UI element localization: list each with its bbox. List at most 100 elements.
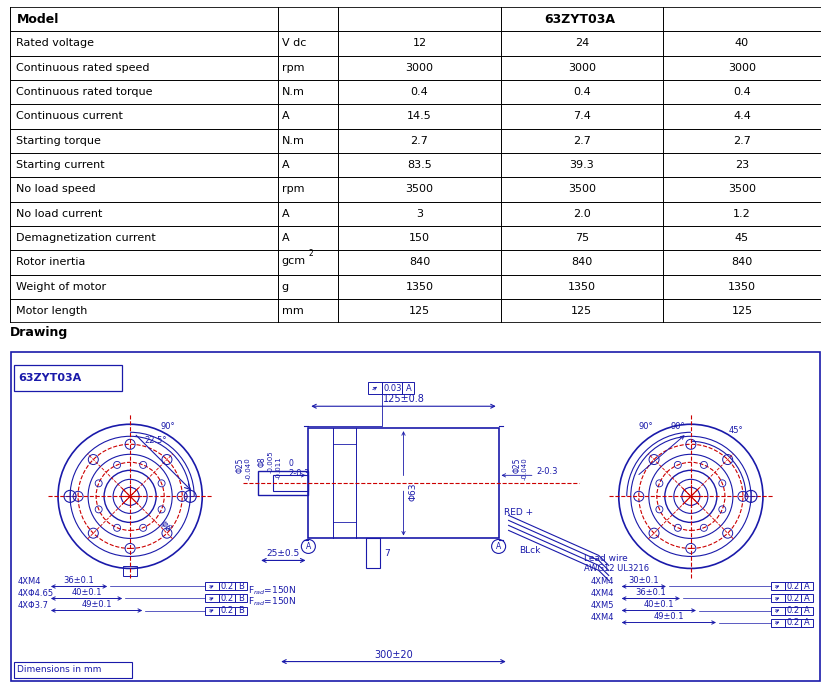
- Bar: [801, 619, 813, 626]
- Text: A: A: [306, 542, 311, 551]
- Text: Rated voltage: Rated voltage: [17, 38, 95, 49]
- Text: 150: 150: [409, 233, 430, 243]
- Text: 1350: 1350: [406, 281, 434, 292]
- Bar: [273, 475, 308, 491]
- Text: No load current: No load current: [17, 208, 103, 219]
- Text: 4XM4: 4XM4: [591, 577, 614, 586]
- Text: Starting current: Starting current: [17, 160, 105, 170]
- Text: 2.7: 2.7: [733, 136, 751, 146]
- Text: -0.011: -0.011: [275, 456, 282, 479]
- Text: RED +: RED +: [504, 508, 533, 517]
- Text: Φ8: Φ8: [258, 456, 267, 466]
- Text: 30±0.1: 30±0.1: [628, 576, 659, 585]
- Bar: [801, 582, 813, 591]
- Text: 2-0.3: 2-0.3: [537, 467, 558, 476]
- Text: 3000: 3000: [728, 63, 756, 73]
- Text: 36±0.1: 36±0.1: [64, 576, 95, 585]
- Bar: [205, 594, 219, 603]
- Bar: [785, 607, 801, 614]
- Bar: [771, 594, 785, 603]
- Text: 7: 7: [385, 549, 391, 558]
- Text: Φ25: Φ25: [236, 457, 245, 473]
- Text: 4XΦ4.65: 4XΦ4.65: [18, 589, 54, 598]
- Text: 22.5°: 22.5°: [144, 436, 167, 445]
- Text: A: A: [406, 384, 411, 393]
- Text: Model: Model: [17, 13, 59, 26]
- Text: 49±0.1: 49±0.1: [81, 600, 112, 609]
- Text: 3000: 3000: [568, 63, 596, 73]
- Bar: [402, 382, 415, 394]
- Text: 125: 125: [409, 306, 430, 316]
- Bar: [219, 607, 235, 614]
- Text: 1350: 1350: [728, 281, 756, 292]
- Text: Demagnetization current: Demagnetization current: [17, 233, 156, 243]
- Text: Weight of motor: Weight of motor: [17, 281, 106, 292]
- Bar: [235, 594, 248, 603]
- Text: 0.2: 0.2: [786, 606, 799, 615]
- Text: Continuous current: Continuous current: [17, 111, 123, 122]
- Text: 0.2: 0.2: [786, 594, 799, 603]
- Text: rpm: rpm: [282, 184, 304, 195]
- Text: 0.4: 0.4: [733, 87, 751, 97]
- Text: A: A: [282, 233, 289, 243]
- Text: Continuous rated speed: Continuous rated speed: [17, 63, 150, 73]
- Text: 25±0.5: 25±0.5: [267, 549, 300, 558]
- Bar: [366, 539, 381, 569]
- Bar: [785, 619, 801, 626]
- Text: 45°: 45°: [729, 426, 744, 435]
- Text: 0.03: 0.03: [383, 384, 401, 393]
- Text: AWG12 UL3216: AWG12 UL3216: [583, 564, 649, 573]
- Text: 0.2: 0.2: [221, 606, 234, 615]
- Text: 49±0.1: 49±0.1: [653, 612, 684, 621]
- Text: 90°: 90°: [161, 422, 175, 431]
- Text: 0.2: 0.2: [221, 594, 234, 603]
- Text: 75: 75: [575, 233, 589, 243]
- Bar: [771, 582, 785, 591]
- Text: A: A: [804, 582, 810, 591]
- Text: 840: 840: [571, 257, 593, 268]
- Text: 0.2: 0.2: [786, 582, 799, 591]
- Bar: [785, 582, 801, 591]
- Bar: [801, 594, 813, 603]
- Bar: [308, 428, 499, 539]
- Text: 23: 23: [735, 160, 749, 170]
- Text: N.m: N.m: [282, 136, 304, 146]
- Text: A: A: [804, 594, 810, 603]
- Bar: [785, 594, 801, 603]
- Text: 0.2: 0.2: [221, 582, 234, 591]
- Text: gcm: gcm: [282, 256, 306, 266]
- Bar: [14, 365, 122, 391]
- Text: Rotor inertia: Rotor inertia: [17, 257, 86, 268]
- Text: 840: 840: [731, 257, 753, 268]
- Text: 2: 2: [308, 249, 313, 258]
- Text: Dimensions in mm: Dimensions in mm: [17, 665, 101, 674]
- Bar: [14, 662, 132, 678]
- Text: 840: 840: [409, 257, 430, 268]
- Text: Φ25: Φ25: [512, 457, 521, 473]
- Text: -0.005: -0.005: [268, 450, 273, 473]
- Bar: [258, 471, 308, 496]
- Text: 1.2: 1.2: [733, 208, 751, 219]
- Text: Motor length: Motor length: [17, 306, 88, 316]
- Text: 125: 125: [731, 306, 753, 316]
- Text: 24: 24: [575, 38, 589, 49]
- Text: g: g: [282, 281, 289, 292]
- Text: 45: 45: [735, 233, 749, 243]
- Text: Drawing: Drawing: [10, 327, 68, 339]
- Text: B: B: [238, 582, 244, 591]
- Text: B: B: [238, 594, 244, 603]
- Text: 39.3: 39.3: [569, 160, 594, 170]
- Bar: [801, 607, 813, 614]
- Text: 4XM4: 4XM4: [591, 589, 614, 598]
- Text: No load speed: No load speed: [17, 184, 96, 195]
- Text: 83.5: 83.5: [407, 160, 432, 170]
- Text: A: A: [282, 208, 289, 219]
- Text: 12: 12: [412, 38, 426, 49]
- Text: 90°: 90°: [639, 422, 653, 431]
- Bar: [382, 382, 402, 394]
- Text: 300±20: 300±20: [374, 650, 413, 660]
- Text: Continuous rated torque: Continuous rated torque: [17, 87, 153, 97]
- Text: 0.4: 0.4: [411, 87, 429, 97]
- Bar: [205, 582, 219, 591]
- Text: -0.04: -0.04: [522, 462, 528, 480]
